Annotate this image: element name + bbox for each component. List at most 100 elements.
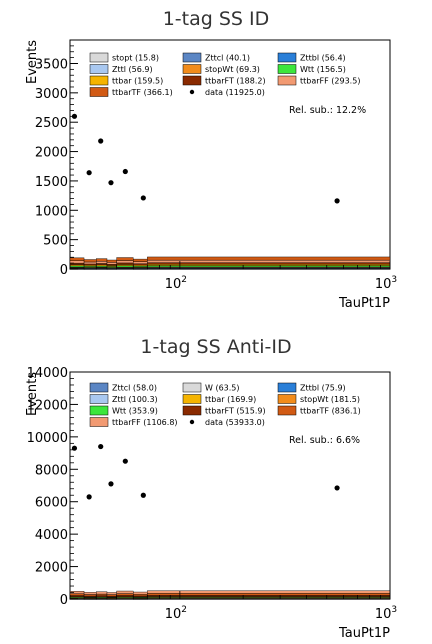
legend-swatch: [89, 394, 109, 404]
legend-swatch: [89, 417, 109, 427]
legend-marker: [189, 89, 195, 95]
legend-label: stopWt (69.3): [205, 65, 260, 74]
stack-bar-9-4: [116, 257, 134, 261]
legend-swatch: [182, 405, 202, 416]
legend-label: ttbarFT (188.2): [205, 77, 266, 86]
data-point-6: [334, 198, 340, 204]
stack-bar-7-5: [133, 263, 148, 266]
legend-label: ttbarFT (515.9): [205, 407, 266, 416]
data-point-0: [71, 113, 78, 119]
data-point-5: [140, 492, 146, 498]
legend-swatch: [89, 87, 109, 97]
legend-swatch: [277, 52, 297, 63]
stack-bar-8-6: [147, 259, 391, 263]
legend-swatch: [277, 75, 297, 86]
legend-label: stopt (15.8): [112, 54, 159, 63]
legend-swatch: [182, 382, 202, 393]
y-tick-label: 500: [43, 234, 68, 249]
legend-label: W (63.5): [205, 384, 240, 393]
stack-bar-6-6: [147, 264, 391, 266]
legend-label: data (53933.0): [205, 418, 265, 427]
legend-swatch: [89, 64, 109, 74]
rel-sub-annotation: Rel. sub.: 6.6%: [289, 435, 360, 446]
stack-bar-5-6: [147, 265, 391, 268]
legend-label: stopWt (181.5): [300, 395, 360, 404]
y-tick-label: 1500: [35, 175, 68, 190]
rel-sub-annotation: Rel. sub.: 12.2%: [289, 105, 366, 116]
stack-bar-8-1: [83, 261, 97, 265]
stack-bar-8-0: [69, 593, 85, 596]
stack-bar-9-3: [106, 592, 117, 595]
y-tick-label: 8000: [35, 463, 68, 478]
data-point-4: [122, 458, 128, 464]
stack-bar-9-5: [133, 591, 148, 595]
x-axis-label: TauPt1P: [338, 296, 390, 311]
legend-label: Zttl (100.3): [112, 395, 158, 404]
stack-bar-8-4: [116, 260, 134, 264]
y-tick-label: 2500: [35, 116, 68, 131]
stack-bar-9-1: [83, 592, 97, 595]
x-axis-label: TauPt1P: [338, 626, 390, 641]
legend-label: Zttcl (58.0): [112, 384, 157, 393]
stack-bar-8-5: [133, 261, 148, 264]
plot-frame: [69, 39, 391, 270]
chart-title-id: 1-tag SS ID: [162, 8, 270, 30]
legend-swatch: [277, 382, 297, 393]
legend-label: ttbarFF (293.5): [300, 77, 360, 86]
legend-swatch: [277, 394, 297, 404]
data-point-5: [140, 195, 146, 201]
x-tick-label: 102: [165, 605, 187, 622]
legend-label: Zttl (56.9): [112, 65, 153, 74]
stack-bar-9-1: [83, 259, 97, 263]
x-tick-label: 103: [375, 275, 397, 292]
legend-label: Wtt (353.9): [112, 407, 158, 416]
legend-swatch: [89, 382, 109, 393]
y-tick-label: 14000: [27, 366, 68, 381]
stack-bar-8-2: [96, 593, 108, 597]
chart-1: 0 2000 4000 6000 8000 10000 12000 14000 102 103 Ta…: [25, 366, 397, 641]
legend-label: Zttcl (40.1): [205, 54, 250, 63]
stack-bar-9-4: [116, 590, 134, 594]
legend-swatch: [182, 394, 202, 404]
y-tick-label: 2000: [35, 146, 68, 161]
stack-bar-8-3: [106, 262, 117, 265]
legend-swatch: [182, 64, 202, 74]
legend-swatch: [277, 405, 297, 416]
legend-swatch: [182, 52, 202, 63]
stack-bar-8-1: [83, 594, 97, 597]
data-point-4: [122, 168, 128, 175]
data-point-3: [108, 481, 114, 487]
stack-bar-9-3: [106, 259, 117, 263]
stack-bar-9-6: [147, 256, 391, 261]
data-point-2: [98, 443, 104, 450]
stack-bar-7-4: [116, 262, 134, 265]
y-tick-label: 10000: [27, 431, 68, 446]
data-point-0: [71, 445, 78, 451]
stack-bar-9-6: [147, 590, 391, 594]
stack-bar-9-5: [133, 258, 148, 262]
stack-bar-8-5: [133, 594, 148, 597]
x-tick-label: 102: [165, 275, 187, 292]
y-tick-label: 4000: [35, 528, 68, 543]
legend-marker: [189, 419, 195, 425]
legend-swatch: [89, 52, 109, 63]
data-point-1: [86, 170, 92, 176]
stack-bar-8-3: [106, 594, 117, 597]
chart-title-anti-id: 1-tag SS Anti-ID: [140, 336, 292, 358]
stack-bar-8-6: [147, 593, 391, 596]
legend-label: ttbarTF (366.1): [112, 88, 173, 97]
y-tick-label: 2000: [35, 561, 68, 576]
stack-bar-8-4: [116, 593, 134, 596]
data-point-6: [334, 485, 340, 491]
y-axis-label: Events: [25, 372, 40, 416]
legend-label: Zttbl (56.4): [300, 54, 346, 63]
y-tick-label: 3500: [35, 57, 68, 72]
legend-swatch: [182, 75, 202, 86]
y-tick-label: 6000: [35, 496, 68, 511]
legend-label: data (11925.0): [205, 88, 265, 97]
stack-bar-8-2: [96, 261, 108, 264]
y-tick-label: 1000: [35, 204, 68, 219]
legend-label: Zttbl (75.9): [300, 384, 346, 393]
data-point-3: [108, 180, 114, 186]
